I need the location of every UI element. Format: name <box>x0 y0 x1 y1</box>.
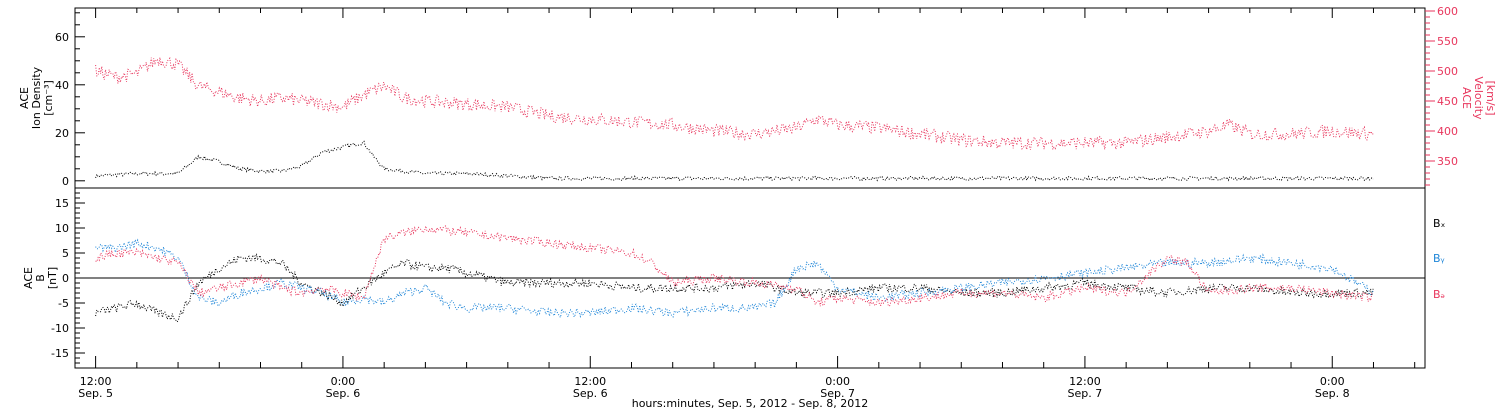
x-tick-time: 0:00 <box>825 375 850 388</box>
x-tick-time: 12:00 <box>80 375 112 388</box>
x-tick-time: 0:00 <box>1320 375 1345 388</box>
legend-bz: Bₔ <box>1433 288 1445 301</box>
bottom-ylabel: [nT] <box>46 267 59 289</box>
top-right-tick-label: 400 <box>1437 125 1458 138</box>
bottom-ylabel: B <box>34 274 47 282</box>
legend-bx: Bₓ <box>1433 217 1446 230</box>
top-left-tick-label: 40 <box>55 79 69 92</box>
series-ion-density-trace <box>95 140 1374 182</box>
bottom-tick-label: -15 <box>51 347 69 360</box>
bottom-panel: -15 -10 -5 0 5 10 15 ACE B [nT] Bₓ Bᵧ Bₔ <box>22 187 1446 369</box>
top-frame <box>74 7 1426 189</box>
bottom-tick-label: 0 <box>62 272 69 285</box>
bottom-tick-label: -5 <box>58 297 69 310</box>
top-right-ylabel: Velocity <box>1472 76 1485 120</box>
x-tick-date: Sep. 6 <box>326 387 361 400</box>
series-bz <box>95 225 1374 307</box>
x-tick-date: Sep. 8 <box>1315 387 1350 400</box>
top-left-ylabel: ACE <box>18 87 31 109</box>
top-left-tick-label: 20 <box>55 127 69 140</box>
bottom-tick-label: 15 <box>55 197 69 210</box>
top-left-ylabel: [cm⁻³] <box>42 80 55 116</box>
top-right-ylabel: ACE <box>1460 87 1473 109</box>
bottom-ylabel: ACE <box>22 267 35 289</box>
bottom-tick-label: 10 <box>55 222 69 235</box>
x-tick-date: Sep. 7 <box>1068 387 1103 400</box>
top-right-tick-label: 550 <box>1437 35 1458 48</box>
legend-by: Bᵧ <box>1433 252 1445 265</box>
top-right-tick-label: 450 <box>1437 95 1458 108</box>
series-bz-trace <box>95 225 1374 307</box>
x-tick-date: Sep. 6 <box>573 387 608 400</box>
series-velocity <box>95 57 1374 152</box>
series-ion-density <box>95 140 1374 182</box>
x-tick-time: 12:00 <box>1069 375 1101 388</box>
x-tick-time: 0:00 <box>331 375 356 388</box>
x-tick-time: 12:00 <box>574 375 606 388</box>
top-left-ylabel: Ion Density <box>30 66 43 129</box>
x-tick-date: Sep. 7 <box>820 387 855 400</box>
top-right-tick-label: 500 <box>1437 65 1458 78</box>
top-right-tick-label: 350 <box>1437 155 1458 168</box>
x-axis-label: hours:minutes, Sep. 5, 2012 - Sep. 8, 20… <box>632 397 869 410</box>
top-right-ylabel: [km/s] <box>1484 80 1497 115</box>
bottom-tick-label: 5 <box>62 247 69 260</box>
top-left-tick-label: 60 <box>55 31 69 44</box>
series-velocity-trace <box>95 57 1374 152</box>
x-tick-date: Sep. 5 <box>78 387 113 400</box>
top-right-tick-label: 600 <box>1437 5 1458 18</box>
bottom-tick-label: -10 <box>51 322 69 335</box>
top-left-tick-label: 0 <box>62 175 69 188</box>
